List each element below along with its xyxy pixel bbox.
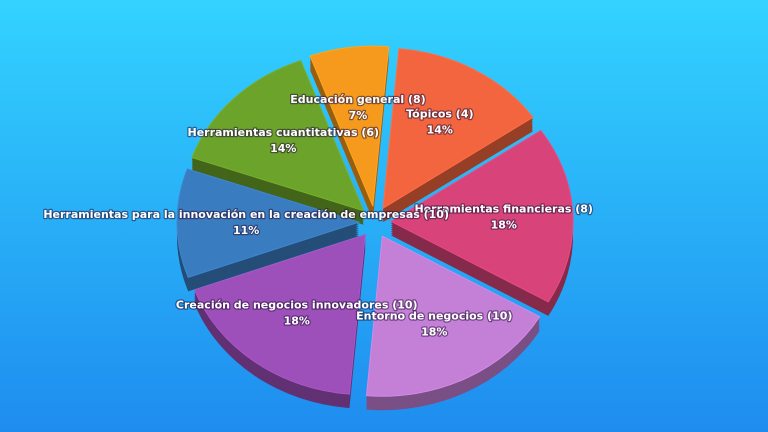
slice <box>191 59 365 212</box>
slice-label: Tópicos (4) <box>406 107 473 120</box>
slice <box>365 235 541 397</box>
slice-value-label: 11% <box>233 224 259 237</box>
slice-value-label: 14% <box>270 142 296 155</box>
slice-label: Herramientas para la innovación en la cr… <box>43 208 449 221</box>
slice-value-label: 18% <box>284 315 310 328</box>
slice-label: Creación de negocios innovadores (10) <box>176 299 418 312</box>
slice-label: Educación general (8) <box>290 93 425 106</box>
slice <box>309 45 390 207</box>
slice-value-label: 18% <box>491 219 517 232</box>
slice <box>382 48 534 210</box>
slice <box>193 234 366 395</box>
slice-value-label: 7% <box>349 109 368 122</box>
slice-value-label: 18% <box>421 325 447 338</box>
slice-label: Entorno de negocios (10) <box>356 309 512 322</box>
slice-value-label: 14% <box>427 123 453 136</box>
slice <box>176 168 361 278</box>
slice <box>389 129 574 303</box>
slice-label: Herramientas cuantitativas (6) <box>187 126 379 139</box>
slice-label: Herramientas financieras (8) <box>415 203 593 216</box>
